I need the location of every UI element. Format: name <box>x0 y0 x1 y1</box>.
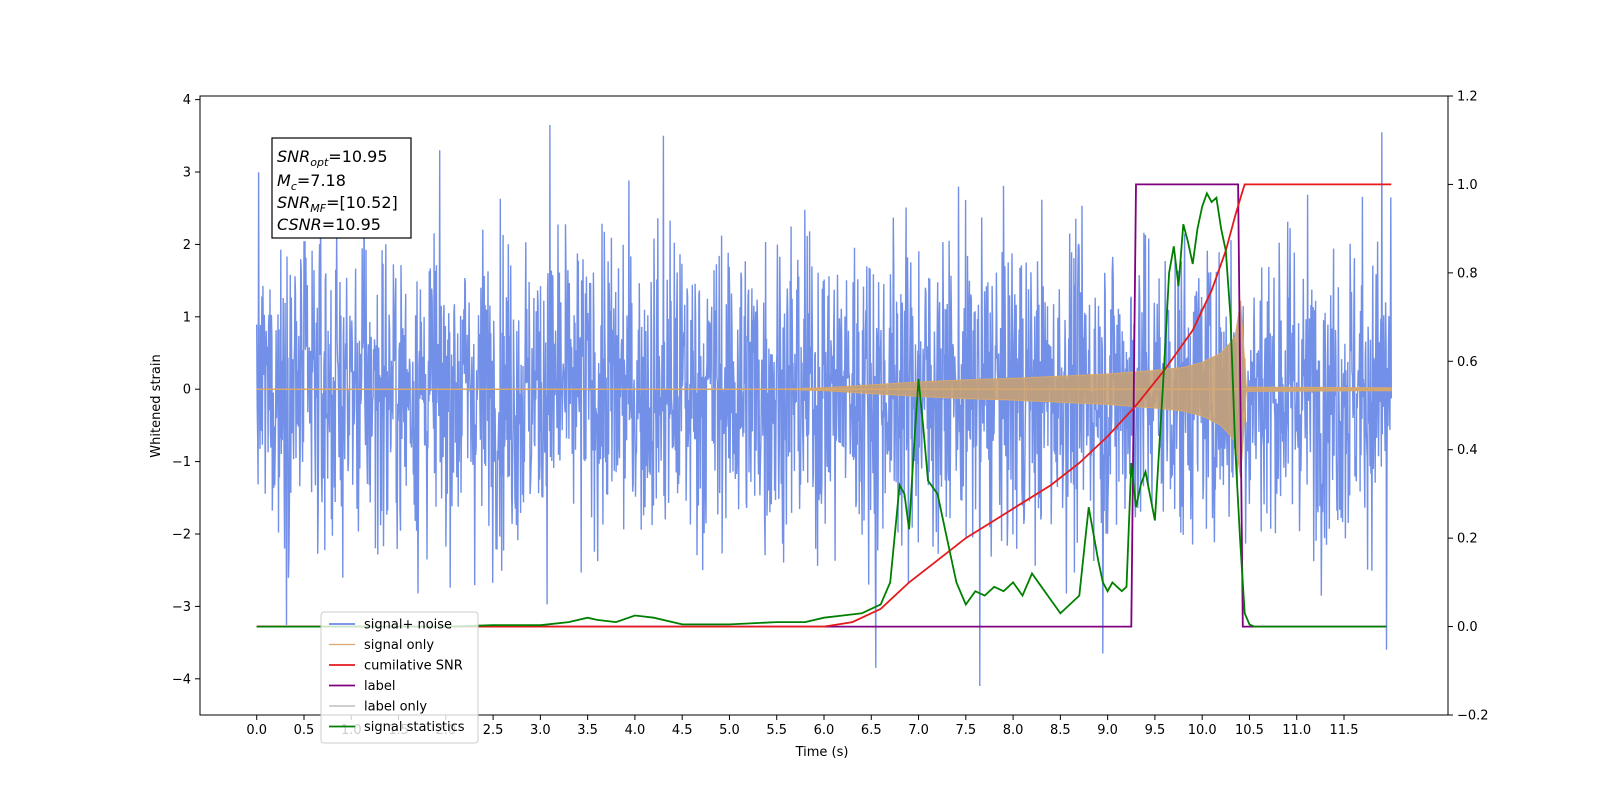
y-tick-label: 3 <box>183 166 191 181</box>
y-axis-label: Whitened strain <box>149 354 164 457</box>
snr-mf-text: SNRMF=[10.52] <box>277 193 398 215</box>
y-tick-label: −2 <box>172 528 191 543</box>
legend-entry-signal-statistics: signal statistics <box>364 720 465 735</box>
x-tick-label: 0.0 <box>246 723 267 738</box>
x-tick-label: 6.5 <box>861 723 882 738</box>
x-tick-label: 6.0 <box>814 723 835 738</box>
x-tick-label: 2.5 <box>483 723 504 738</box>
legend-box <box>320 611 479 744</box>
y2-tick-label: 0.6 <box>1457 355 1478 370</box>
y-tick-label: 0 <box>183 383 191 398</box>
series-signal-statistics-line <box>256 191 1387 628</box>
y-axis-right: 1.2 1.0 0.8 0.6 0.4 0.2 0.0 −0.2 <box>1448 90 1489 724</box>
legend-entry-cumilative-snr: cumilative SNR <box>364 659 463 674</box>
stats-annotation: SNRopt=10.95 Mc=7.18 SNRMF=[10.52] CSNR=… <box>271 137 412 239</box>
legend-entry-signal-only: signal only <box>364 638 434 653</box>
legend: signal+ noise signal only cumilative SNR la… <box>320 611 479 744</box>
y-tick-label: 1 <box>183 310 191 325</box>
x-axis-label: Time (s) <box>795 745 849 760</box>
x-tick-label: 9.0 <box>1097 723 1118 738</box>
y-tick-label: 4 <box>183 93 191 108</box>
y-axis-left: 4 3 2 1 0 −1 −2 −3 −4 <box>172 93 200 687</box>
x-tick-label: 4.5 <box>672 723 693 738</box>
mc-text: Mc=7.18 <box>277 171 346 193</box>
x-tick-label: 7.5 <box>955 723 976 738</box>
x-tick-label: 3.0 <box>530 723 551 738</box>
x-tick-label: 8.0 <box>1003 723 1024 738</box>
x-tick-label: 0.5 <box>294 723 315 738</box>
x-tick-label: 11.0 <box>1282 723 1311 738</box>
x-tick-label: 5.0 <box>719 723 740 738</box>
csnr-text: CSNR=10.95 <box>277 215 381 234</box>
x-tick-label: 7.0 <box>908 723 929 738</box>
y2-tick-label: 1.2 <box>1457 90 1478 105</box>
legend-entry-label-only: label only <box>364 700 427 715</box>
x-tick-label: 5.5 <box>766 723 787 738</box>
y2-tick-label: 0.4 <box>1457 443 1478 458</box>
y2-tick-label: 0.0 <box>1457 620 1478 635</box>
y2-tick-label: 0.2 <box>1457 532 1478 547</box>
x-tick-label: 10.0 <box>1188 723 1217 738</box>
y-tick-label: −3 <box>172 600 191 615</box>
x-tick-label: 3.5 <box>577 723 598 738</box>
y2-tick-label: 1.0 <box>1457 178 1478 193</box>
x-tick-label: 8.5 <box>1050 723 1071 738</box>
y-tick-label: −4 <box>172 672 191 687</box>
y2-tick-label: −0.2 <box>1457 709 1489 724</box>
legend-entry-signal-noise: signal+ noise <box>364 618 452 633</box>
y-tick-label: −1 <box>172 455 191 470</box>
x-tick-label: 4.0 <box>625 723 646 738</box>
snr-opt-text: SNRopt=10.95 <box>277 147 388 169</box>
y-tick-label: 2 <box>183 238 191 253</box>
legend-entry-label: label <box>364 679 395 694</box>
series-layer <box>256 124 1392 687</box>
annotation-box <box>271 137 412 239</box>
x-tick-label: 11.5 <box>1330 723 1359 738</box>
series-cumulative-snr-line <box>256 183 1392 628</box>
x-tick-label: 10.5 <box>1235 723 1264 738</box>
x-tick-label: 9.5 <box>1145 723 1166 738</box>
y2-tick-label: 0.8 <box>1457 266 1478 281</box>
